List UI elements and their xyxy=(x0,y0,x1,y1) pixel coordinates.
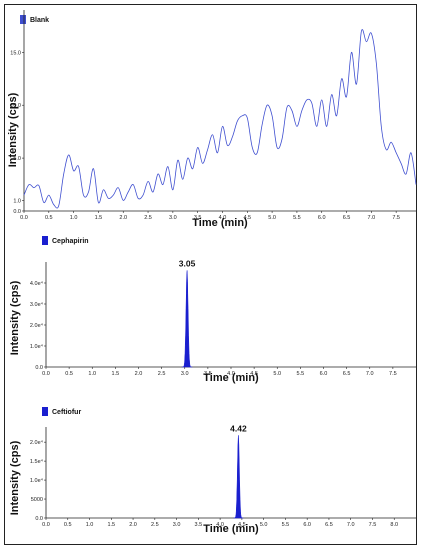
x-tick-label: 3.0 xyxy=(173,522,181,528)
x-tick-label: 8.0 xyxy=(390,522,398,528)
peak-retention-label: 3.05 xyxy=(179,258,196,268)
y-tick-label: 1.0e⁴ xyxy=(30,477,44,484)
x-tick-label: 5.0 xyxy=(268,215,276,221)
x-tick-label: 0.5 xyxy=(45,215,53,221)
x-tick-label: 1.0 xyxy=(86,522,94,528)
legend-swatch xyxy=(42,236,48,245)
x-tick-label: 7.5 xyxy=(389,371,397,377)
x-tick-label: 7.0 xyxy=(368,215,376,221)
x-axis-title: Time (min) xyxy=(192,217,248,229)
x-tick-label: 4.5 xyxy=(238,522,246,528)
x-tick-label: 2.0 xyxy=(119,215,127,221)
chromatogram-peak xyxy=(233,435,244,519)
x-tick-label: 4.5 xyxy=(250,371,258,377)
y-tick-label: 2.0e⁴ xyxy=(30,322,44,329)
y-tick-label: 1.0 xyxy=(13,198,21,204)
chart-panel-0: Blank 0.0 0.5 1.0 1.5 2.0 2.5 3.0 3.5 4.0 4.5 5.0 5.… xyxy=(7,10,417,229)
x-tick-label: 0.5 xyxy=(65,371,73,377)
x-tick-label: 1.0 xyxy=(88,371,96,377)
x-tick-label: 4.5 xyxy=(243,215,251,221)
y-tick-label: 0.0 xyxy=(35,365,43,371)
x-tick-label: 7.0 xyxy=(347,522,355,528)
y-axis-title: Intensity (cps) xyxy=(9,280,21,355)
y-tick-label: 1.5e⁴ xyxy=(30,458,44,465)
x-tick-label: 0.0 xyxy=(42,371,50,377)
x-tick-label: 7.0 xyxy=(366,371,374,377)
x-tick-label: 3.0 xyxy=(181,371,189,377)
peak-retention-label: 4.42 xyxy=(230,423,247,433)
legend-swatch xyxy=(20,15,26,24)
x-tick-label: 5.5 xyxy=(293,215,301,221)
x-tick-label: 4.0 xyxy=(227,371,235,377)
x-tick-label: 0.0 xyxy=(20,215,28,221)
legend-label: Cephapirin xyxy=(52,238,89,245)
x-tick-label: 7.5 xyxy=(392,215,400,221)
x-axis-title: Time (min) xyxy=(203,372,259,384)
figure-frame xyxy=(4,4,417,545)
x-tick-label: 2.5 xyxy=(151,522,159,528)
x-axis-title: Time (min) xyxy=(203,523,259,535)
x-tick-label: 6.0 xyxy=(318,215,326,221)
y-tick-label: 1.0e⁴ xyxy=(30,343,44,350)
legend-swatch xyxy=(42,407,48,416)
x-tick-label: 5.0 xyxy=(260,522,268,528)
x-tick-label: 0.5 xyxy=(64,522,72,528)
legend-label: Ceftiofur xyxy=(52,409,81,416)
chromatogram-peak xyxy=(181,270,193,368)
x-tick-label: 1.5 xyxy=(107,522,115,528)
legend-label: Blank xyxy=(30,17,49,24)
x-tick-label: 2.0 xyxy=(129,522,137,528)
x-tick-label: 6.5 xyxy=(343,215,351,221)
x-tick-label: 3.5 xyxy=(204,371,212,377)
x-tick-label: 6.0 xyxy=(320,371,328,377)
x-tick-label: 2.0 xyxy=(135,371,143,377)
x-tick-label: 5.0 xyxy=(273,371,281,377)
y-tick-label: 3.0e⁴ xyxy=(30,301,44,308)
x-tick-label: 2.5 xyxy=(158,371,166,377)
y-axis-title: Intensity (cps) xyxy=(7,92,19,167)
x-tick-label: 3.5 xyxy=(195,522,203,528)
y-tick-label: 10.0 xyxy=(10,103,21,109)
x-tick-label: 5.5 xyxy=(297,371,305,377)
y-tick-label: 5.0 xyxy=(13,156,21,162)
y-tick-label: 5000 xyxy=(31,497,43,503)
y-tick-label: 4.0e⁴ xyxy=(30,280,44,287)
x-tick-label: 6.5 xyxy=(325,522,333,528)
x-tick-label: 3.5 xyxy=(194,215,202,221)
x-tick-label: 1.5 xyxy=(95,215,103,221)
series-line-blank xyxy=(23,29,417,209)
y-tick-label: 15.0 xyxy=(10,50,21,56)
x-tick-label: 0.0 xyxy=(42,522,50,528)
x-tick-label: 1.0 xyxy=(70,215,78,221)
x-tick-label: 4.0 xyxy=(216,522,224,528)
chart-panel-1: Cephapirin 0.0 0.5 1.0 1.5 2.0 2.5 3.0 3.5 4.0 4.5… xyxy=(9,236,416,384)
y-tick-label: 2.0e⁴ xyxy=(30,439,44,446)
x-tick-label: 6.5 xyxy=(343,371,351,377)
chart-panel-2: Ceftiofur 0.0 0.5 1.0 1.5 2.0 2.5 3.0 3.5 4.0 4.5 5… xyxy=(9,407,416,535)
y-tick-label: 0.0 xyxy=(13,209,21,215)
x-tick-label: 3.0 xyxy=(169,215,177,221)
x-tick-label: 2.5 xyxy=(144,215,152,221)
y-tick-label: 0.0 xyxy=(35,516,43,522)
x-tick-label: 4.0 xyxy=(219,215,227,221)
x-tick-label: 6.0 xyxy=(303,522,311,528)
y-axis-title: Intensity (cps) xyxy=(9,440,21,515)
x-tick-label: 1.5 xyxy=(112,371,120,377)
x-tick-label: 5.5 xyxy=(282,522,290,528)
x-tick-label: 7.5 xyxy=(369,522,377,528)
